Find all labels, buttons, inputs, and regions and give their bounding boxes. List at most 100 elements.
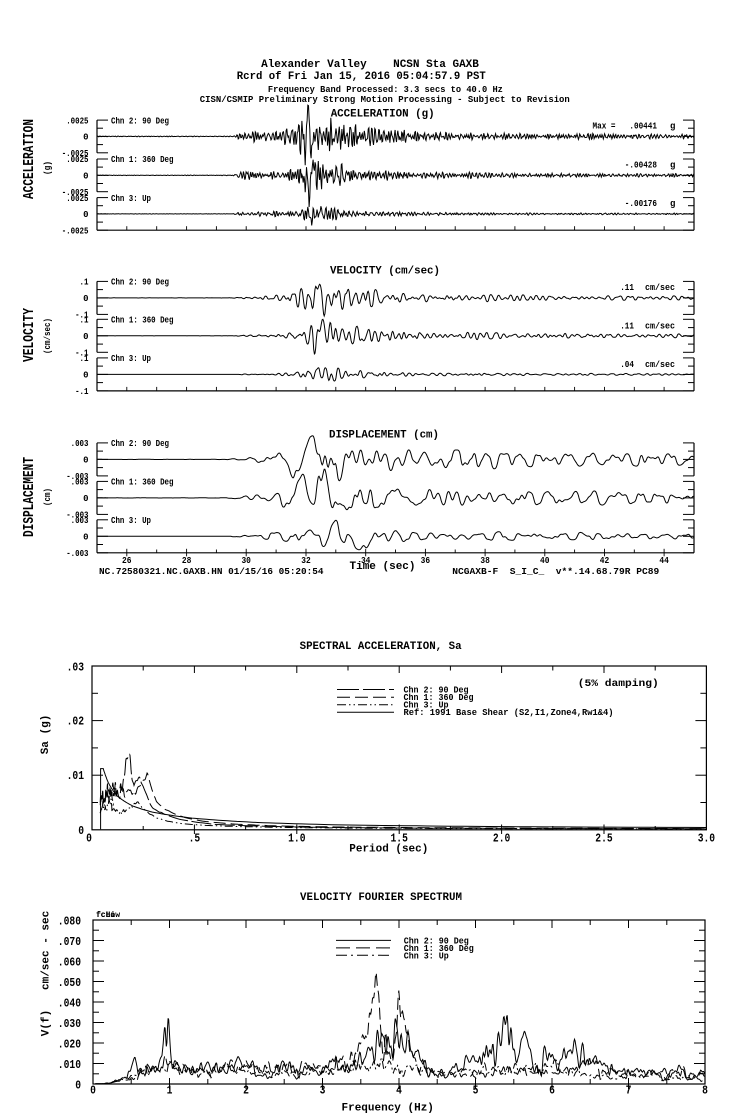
svg-text:Chn 2: 90 Deg: Chn 2: 90 Deg — [111, 278, 169, 288]
svg-text:g: g — [670, 160, 675, 170]
svg-text:-.1: -.1 — [75, 311, 89, 321]
svg-text:7: 7 — [626, 1084, 632, 1098]
svg-text:(cm): (cm) — [42, 488, 53, 506]
svg-text:V(f) cm/sec - sec: V(f) cm/sec - sec — [41, 911, 53, 1036]
svg-text:.003: .003 — [71, 516, 89, 526]
svg-text:3: 3 — [320, 1084, 326, 1098]
svg-text:cm/sec: cm/sec — [645, 283, 675, 293]
svg-text:0: 0 — [83, 494, 88, 504]
svg-text:Chn 2: 90 Deg: Chn 2: 90 Deg — [404, 937, 469, 947]
svg-text:.0025: .0025 — [66, 155, 88, 165]
svg-text:2.5: 2.5 — [595, 832, 612, 846]
svg-text:-.1: -.1 — [75, 387, 89, 397]
svg-text:(cm/sec): (cm/sec) — [42, 318, 53, 354]
svg-text:Chn 3: Up: Chn 3: Up — [111, 516, 151, 526]
svg-text:g: g — [670, 199, 675, 209]
svg-text:28: 28 — [182, 556, 192, 566]
svg-text:2: 2 — [243, 1084, 249, 1098]
svg-text:42: 42 — [600, 556, 610, 566]
svg-text:1.5: 1.5 — [391, 832, 408, 846]
svg-text:(g): (g) — [42, 161, 53, 175]
svg-text:Chn 3: Up: Chn 3: Up — [404, 701, 449, 711]
svg-text:Time (sec): Time (sec) — [350, 561, 416, 573]
svg-text:2.0: 2.0 — [493, 832, 510, 846]
svg-text:Chn 2: 90 Deg: Chn 2: 90 Deg — [404, 686, 469, 696]
svg-text:0: 0 — [90, 1084, 96, 1098]
svg-text:4: 4 — [396, 1084, 402, 1098]
svg-text:Alexander Valley NCSN Sta G: Alexander Valley NCSN Sta GAXB — [261, 59, 479, 71]
svg-text:Chn 2: 90 Deg: Chn 2: 90 Deg — [111, 116, 169, 126]
svg-text:-.00176: -.00176 — [625, 199, 657, 209]
svg-text:1.0: 1.0 — [288, 832, 305, 846]
svg-text:1: 1 — [167, 1084, 173, 1098]
svg-text:0: 0 — [83, 294, 88, 304]
svg-text:.5: .5 — [189, 832, 201, 846]
svg-text:.080: .080 — [58, 914, 81, 928]
svg-text:.04: .04 — [620, 360, 634, 370]
svg-text:44: 44 — [659, 556, 669, 566]
svg-text:.0025: .0025 — [66, 116, 88, 126]
svg-text:8: 8 — [702, 1084, 708, 1098]
svg-text:0: 0 — [83, 172, 88, 182]
svg-text:VELOCITY FOURIER SPECTRUM: VELOCITY FOURIER SPECTRUM — [300, 892, 462, 904]
svg-text:SPECTRAL ACCELERATION, Sa: SPECTRAL ACCELERATION, Sa — [300, 641, 462, 653]
svg-text:ACCELERATION: ACCELERATION — [21, 119, 38, 199]
svg-text:cm/sec: cm/sec — [645, 321, 675, 331]
svg-text:NCGAXB-F S_I_C_ v**.14.68.79: NCGAXB-F S_I_C_ v**.14.68.79R PC89 — [452, 566, 659, 577]
svg-text:40: 40 — [540, 556, 550, 566]
svg-text:-.003: -.003 — [66, 511, 88, 521]
svg-text:30: 30 — [241, 556, 251, 566]
svg-text:-.003: -.003 — [66, 472, 88, 482]
svg-text:.060: .060 — [58, 955, 81, 969]
svg-text:0: 0 — [83, 456, 88, 466]
svg-text:0: 0 — [83, 133, 88, 143]
svg-text:Chn 1: 360 Deg: Chn 1: 360 Deg — [111, 316, 174, 326]
svg-text:.050: .050 — [58, 976, 81, 990]
svg-text:NC.72580321.NC.GAXB.HN 01/15/1: NC.72580321.NC.GAXB.HN 01/15/16 05:20:54 — [99, 566, 324, 577]
svg-text:Chn 3: Up: Chn 3: Up — [404, 952, 449, 962]
svg-text:.003: .003 — [71, 478, 89, 488]
svg-text:.030: .030 — [58, 1017, 81, 1031]
svg-text:.070: .070 — [58, 935, 81, 949]
svg-text:cm/sec: cm/sec — [645, 360, 675, 370]
svg-text:.03: .03 — [67, 660, 84, 674]
svg-text:-.0025: -.0025 — [62, 226, 89, 236]
svg-text:26: 26 — [122, 556, 132, 566]
svg-text:0: 0 — [83, 332, 88, 342]
svg-text:0: 0 — [83, 371, 88, 381]
svg-text:Chn 1: 360 Deg: Chn 1: 360 Deg — [111, 155, 174, 165]
svg-text:Ref: 1991 Base Shear (S2,I1,Zo: Ref: 1991 Base Shear (S2,I1,Zone4,Rw1&4) — [404, 708, 614, 718]
svg-text:.003: .003 — [71, 439, 89, 449]
svg-text:34: 34 — [361, 556, 371, 566]
svg-text:Chn 1: 360 Deg: Chn 1: 360 Deg — [404, 944, 474, 954]
svg-text:32: 32 — [301, 556, 311, 566]
svg-text:6: 6 — [549, 1084, 555, 1098]
svg-text:5: 5 — [473, 1084, 479, 1098]
svg-text:Period (sec): Period (sec) — [349, 844, 428, 856]
svg-text:-.0025: -.0025 — [62, 149, 89, 159]
svg-text:36: 36 — [421, 556, 431, 566]
svg-text:Chn 3: Up: Chn 3: Up — [111, 354, 151, 364]
svg-text:-.003: -.003 — [66, 549, 88, 559]
svg-text:.11: .11 — [620, 283, 634, 293]
svg-text:g: g — [670, 121, 675, 131]
svg-text:Max = .00441: Max = .00441 — [593, 121, 658, 131]
svg-text:VELOCITY: VELOCITY — [21, 308, 38, 362]
svg-text:fcLow: fcLow — [96, 911, 120, 920]
svg-text:DISPLACEMENT: DISPLACEMENT — [21, 457, 38, 537]
svg-text:CISN/CSMIP Preliminary Strong: CISN/CSMIP Preliminary Strong Motion Pro… — [200, 95, 570, 105]
svg-text:-.1: -.1 — [75, 349, 89, 359]
svg-text:.1: .1 — [80, 354, 89, 364]
svg-text:.020: .020 — [58, 1037, 81, 1051]
svg-text:38: 38 — [480, 556, 490, 566]
svg-text:0: 0 — [83, 533, 88, 543]
svg-text:.010: .010 — [58, 1058, 81, 1072]
svg-text:-.00428: -.00428 — [625, 160, 657, 170]
svg-text:.0025: .0025 — [66, 194, 88, 204]
svg-text:ACCELERATION (g): ACCELERATION (g) — [331, 108, 435, 120]
svg-text:.040: .040 — [58, 996, 81, 1010]
svg-text:0: 0 — [78, 824, 84, 838]
svg-text:.02: .02 — [67, 714, 84, 728]
svg-text:Chn 3: Up: Chn 3: Up — [111, 194, 151, 204]
svg-text:VELOCITY (cm/sec): VELOCITY (cm/sec) — [330, 266, 440, 278]
